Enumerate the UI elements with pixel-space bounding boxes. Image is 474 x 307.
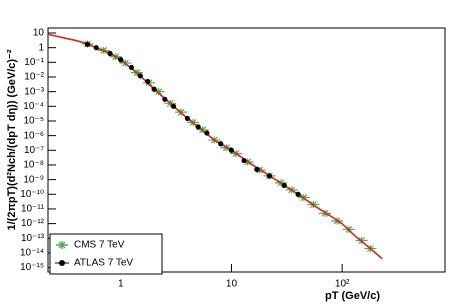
y-axis-title: 1/(2πpT)(d²Nch/(dpT dη)) (GeV/c)⁻²: [6, 49, 18, 230]
data-point: [281, 182, 287, 189]
x-tick-label: 10²: [335, 279, 350, 290]
y-tick-label: 10⁻⁴: [23, 101, 44, 112]
data-point: [162, 96, 168, 102]
data-point: [151, 86, 157, 92]
data-point: [93, 45, 99, 51]
y-tick-label: 10⁻⁶: [23, 130, 44, 141]
y-tick-label: 10⁻⁷: [24, 145, 44, 156]
data-point: [241, 157, 247, 164]
x-tick-label: 10: [226, 279, 238, 290]
legend-label: CMS 7 TeV: [74, 240, 125, 251]
data-point: [152, 88, 165, 96]
y-tick-label: 1: [38, 42, 44, 53]
y-tick-label: 10⁻⁵: [23, 116, 44, 127]
legend-marker: [56, 241, 68, 249]
legend-label: ATLAS 7 TeV: [74, 258, 133, 269]
y-tick-label: 10⁻¹⁰: [20, 189, 44, 200]
y-tick-label: 10⁻⁸: [23, 160, 44, 171]
data-point: [195, 124, 201, 130]
data-point: [170, 103, 177, 109]
legend-box: [49, 233, 163, 275]
data-point: [266, 173, 272, 179]
legend-marker: [59, 260, 65, 266]
fit-line: [47, 33, 383, 260]
y-tick-label: 10⁻¹⁵: [20, 262, 44, 273]
y-tick-label: 10⁻³: [24, 86, 44, 97]
y-tick-label: 10⁻¹⁴: [20, 248, 44, 259]
data-point: [107, 50, 113, 57]
data-point: [137, 73, 143, 79]
x-axis-title: pT (GeV/c): [325, 290, 380, 302]
y-tick-label: 10⁻⁹: [23, 174, 44, 185]
data-point: [84, 41, 91, 47]
data-point: [145, 78, 151, 85]
data-point: [254, 166, 260, 172]
y-tick-label: 10⁻¹²: [21, 218, 45, 229]
data-point: [295, 191, 301, 197]
data-point: [204, 130, 210, 136]
x-tick-label: 1: [118, 279, 124, 290]
data-point: [128, 64, 135, 71]
y-tick-label: 10⁻²: [24, 72, 44, 83]
y-tick-label: 10⁻¹: [24, 57, 44, 68]
data-point: [118, 57, 124, 63]
data-point: [218, 141, 224, 147]
data-point: [228, 147, 235, 153]
y-tick-label: 10⁻¹³: [21, 233, 45, 244]
y-tick-label: 10⁻¹¹: [21, 204, 45, 215]
data-point: [184, 115, 191, 122]
y-tick-label: 10: [33, 28, 45, 39]
